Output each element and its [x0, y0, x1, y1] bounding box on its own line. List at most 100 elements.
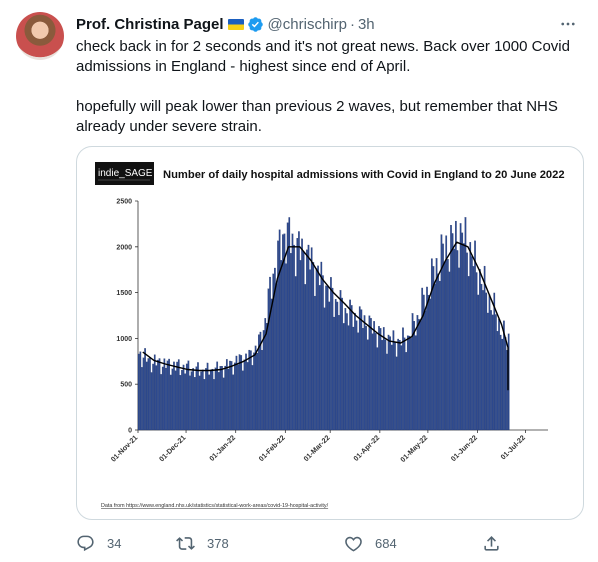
bar	[155, 365, 158, 431]
bar	[176, 361, 178, 431]
bar	[402, 327, 404, 431]
bar	[455, 220, 457, 431]
bar	[487, 312, 489, 431]
bar	[314, 295, 316, 431]
bar	[429, 298, 432, 431]
bar	[310, 247, 313, 431]
tweet-media[interactable]: indie_SAGE Number of daily hospital admi…	[76, 146, 584, 520]
bar	[347, 325, 350, 431]
bar	[323, 307, 326, 431]
bar	[394, 341, 396, 431]
bar	[270, 298, 273, 431]
bar	[137, 353, 140, 431]
bar	[371, 333, 374, 431]
bar	[451, 233, 454, 431]
bar	[238, 354, 241, 431]
share-button[interactable]	[482, 534, 501, 553]
bar	[410, 338, 412, 431]
bar	[384, 339, 387, 431]
bar	[214, 367, 217, 431]
bar	[493, 292, 496, 431]
bar	[469, 242, 472, 431]
y-tick-label: 1500	[116, 290, 132, 297]
author-name[interactable]: Prof. Christina Pagel	[76, 15, 224, 33]
bar	[205, 368, 207, 431]
bar	[304, 284, 307, 431]
bar	[355, 320, 358, 431]
bar	[390, 344, 393, 431]
reply-button[interactable]: 34	[76, 534, 121, 553]
bar	[217, 372, 220, 431]
bar	[370, 318, 372, 431]
bar	[182, 364, 185, 431]
bar	[232, 374, 235, 431]
author-handle[interactable]: @chrischirp	[267, 15, 347, 33]
bar	[365, 325, 367, 431]
bar	[201, 369, 204, 431]
bar	[256, 352, 259, 431]
avatar[interactable]	[16, 12, 64, 60]
bar	[471, 256, 473, 431]
bar	[442, 243, 444, 431]
bar	[157, 359, 159, 431]
bar	[437, 273, 440, 431]
more-icon[interactable]	[558, 14, 578, 34]
like-button[interactable]: 684	[344, 534, 397, 553]
separator-dot: ·	[349, 15, 355, 33]
bar	[501, 338, 504, 431]
bar	[309, 269, 311, 431]
bar	[286, 222, 289, 431]
bar	[472, 266, 475, 431]
bar	[189, 375, 191, 431]
bar	[320, 261, 323, 431]
bar	[272, 273, 275, 431]
bar	[259, 331, 262, 431]
bar	[248, 349, 251, 431]
ukraine-flag-icon	[227, 18, 244, 30]
bar	[480, 283, 483, 431]
bar	[344, 308, 347, 431]
bar	[421, 287, 424, 431]
bar	[366, 339, 369, 431]
bar	[331, 287, 334, 431]
bar	[466, 252, 468, 431]
bar	[250, 350, 252, 431]
bar	[147, 358, 150, 431]
bar	[339, 290, 342, 431]
bar	[206, 362, 209, 431]
bar	[187, 360, 190, 431]
bar	[280, 260, 283, 431]
bar	[350, 305, 353, 431]
retweet-count: 378	[207, 535, 229, 551]
bar	[168, 358, 170, 431]
bar	[398, 340, 401, 431]
bar	[262, 330, 265, 431]
bar	[453, 248, 456, 431]
bar	[266, 323, 268, 431]
tweet-time[interactable]: 3h	[357, 15, 375, 33]
bar	[264, 318, 267, 431]
bar	[395, 356, 398, 431]
bar	[349, 299, 351, 431]
retweet-button[interactable]: 378	[176, 534, 229, 553]
bar	[474, 240, 476, 431]
bar	[211, 368, 214, 431]
bar	[450, 224, 452, 431]
bar	[397, 338, 400, 431]
bar	[498, 318, 500, 431]
bar	[246, 362, 249, 431]
bar	[190, 371, 193, 431]
bar	[483, 265, 486, 431]
bar	[195, 366, 198, 431]
bar	[145, 361, 148, 431]
y-tick-label: 2500	[116, 199, 132, 206]
bar	[253, 352, 255, 431]
bar	[443, 261, 446, 431]
bar	[274, 267, 276, 431]
bar	[467, 276, 470, 431]
bar	[405, 352, 408, 431]
bar	[435, 258, 438, 431]
bar	[496, 331, 499, 431]
bar	[330, 277, 332, 431]
bar	[230, 361, 233, 431]
